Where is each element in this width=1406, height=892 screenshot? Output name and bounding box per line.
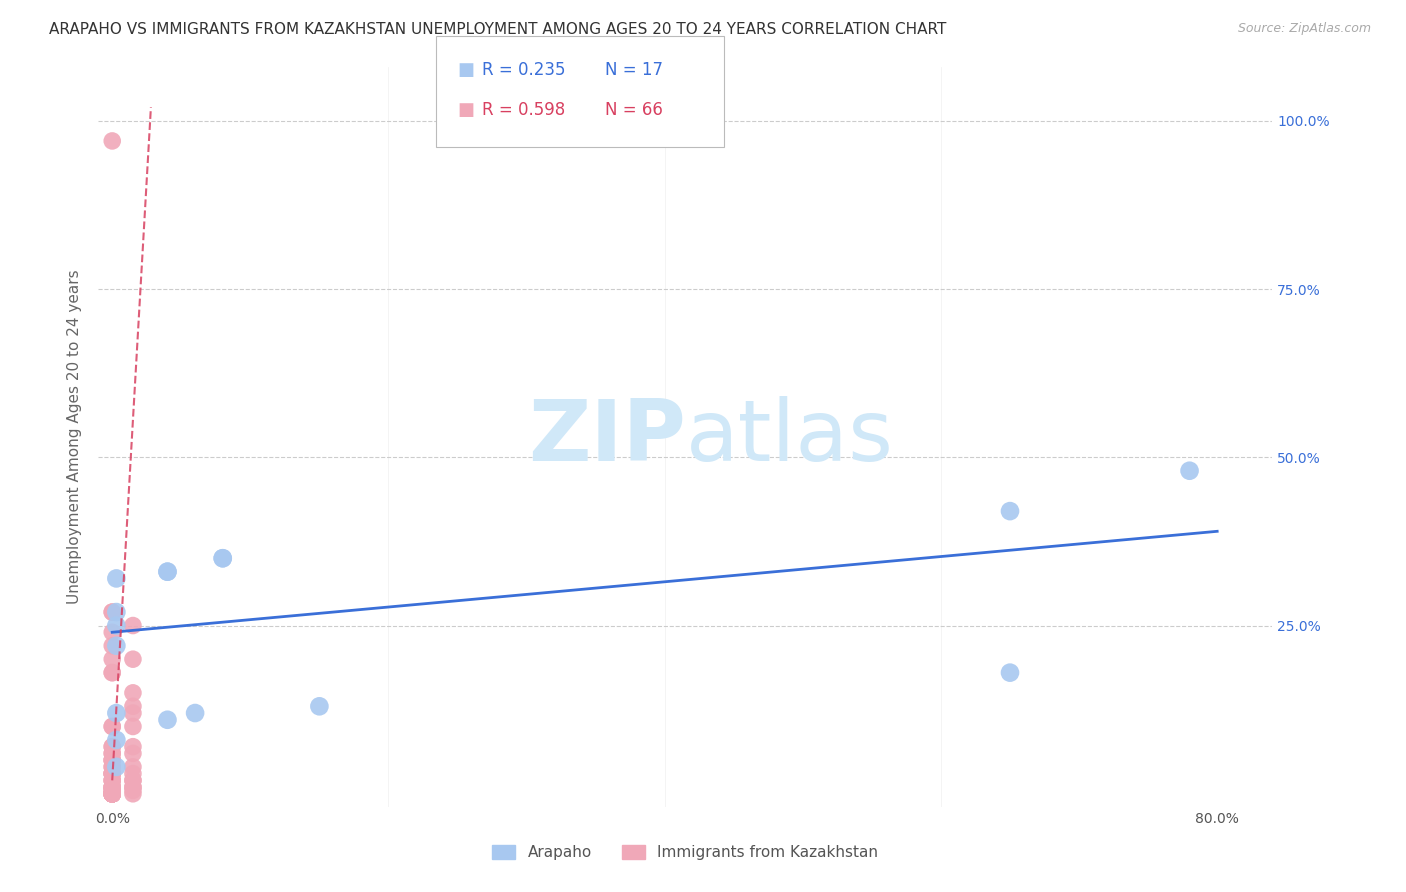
Point	[101, 787, 124, 801]
Point	[101, 787, 124, 801]
Point	[122, 706, 145, 720]
Point	[105, 605, 128, 619]
Point	[101, 747, 124, 761]
Point	[101, 780, 124, 794]
Point	[101, 780, 124, 794]
Text: ZIP: ZIP	[527, 395, 686, 479]
Point	[156, 565, 179, 579]
Point	[122, 780, 145, 794]
Point	[122, 686, 145, 700]
Point	[101, 766, 124, 780]
Point	[101, 652, 124, 666]
Point	[998, 665, 1021, 680]
Point	[101, 625, 124, 640]
Point	[101, 605, 124, 619]
Point	[101, 787, 124, 801]
Point	[122, 699, 145, 714]
Point	[101, 773, 124, 788]
Point	[101, 739, 124, 754]
Point	[101, 605, 124, 619]
Point	[101, 747, 124, 761]
Point	[122, 760, 145, 774]
Point	[101, 787, 124, 801]
Point	[101, 719, 124, 733]
Point	[998, 504, 1021, 518]
Point	[101, 787, 124, 801]
Text: ARAPAHO VS IMMIGRANTS FROM KAZAKHSTAN UNEMPLOYMENT AMONG AGES 20 TO 24 YEARS COR: ARAPAHO VS IMMIGRANTS FROM KAZAKHSTAN UN…	[49, 22, 946, 37]
Text: ■: ■	[457, 61, 474, 78]
Point	[101, 753, 124, 767]
Point	[101, 773, 124, 788]
Point	[1178, 464, 1201, 478]
Point	[101, 780, 124, 794]
Point	[308, 699, 330, 714]
Point	[122, 780, 145, 794]
Point	[101, 787, 124, 801]
Point	[101, 787, 124, 801]
Point	[101, 783, 124, 797]
Point	[101, 787, 124, 801]
Point	[105, 618, 128, 632]
Point	[122, 652, 145, 666]
Point	[105, 639, 128, 653]
Legend: Arapaho, Immigrants from Kazakhstan: Arapaho, Immigrants from Kazakhstan	[486, 839, 884, 866]
Point	[101, 787, 124, 801]
Point	[101, 639, 124, 653]
Point	[184, 706, 207, 720]
Point	[101, 773, 124, 788]
Y-axis label: Unemployment Among Ages 20 to 24 years: Unemployment Among Ages 20 to 24 years	[67, 269, 83, 605]
Point	[122, 783, 145, 797]
Point	[122, 766, 145, 780]
Point	[122, 773, 145, 788]
Point	[101, 753, 124, 767]
Point	[101, 787, 124, 801]
Point	[101, 787, 124, 801]
Point	[101, 760, 124, 774]
Text: N = 17: N = 17	[605, 61, 662, 78]
Point	[101, 719, 124, 733]
Point	[101, 787, 124, 801]
Point	[101, 766, 124, 780]
Point	[122, 719, 145, 733]
Point	[156, 713, 179, 727]
Point	[101, 787, 124, 801]
Point	[105, 733, 128, 747]
Point	[105, 706, 128, 720]
Point	[101, 783, 124, 797]
Text: R = 0.598: R = 0.598	[482, 101, 565, 119]
Point	[101, 787, 124, 801]
Point	[101, 665, 124, 680]
Point	[122, 773, 145, 788]
Point	[101, 134, 124, 148]
Point	[101, 766, 124, 780]
Point	[211, 551, 233, 566]
Point	[101, 760, 124, 774]
Text: R = 0.235: R = 0.235	[482, 61, 565, 78]
Point	[122, 747, 145, 761]
Point	[101, 787, 124, 801]
Point	[105, 571, 128, 585]
Point	[101, 739, 124, 754]
Point	[101, 753, 124, 767]
Point	[105, 760, 128, 774]
Point	[101, 766, 124, 780]
Point	[101, 780, 124, 794]
Point	[156, 565, 179, 579]
Text: N = 66: N = 66	[605, 101, 662, 119]
Point	[101, 787, 124, 801]
Text: atlas: atlas	[686, 395, 893, 479]
Point	[101, 665, 124, 680]
Point	[101, 787, 124, 801]
Text: ■: ■	[457, 101, 474, 119]
Point	[101, 783, 124, 797]
Point	[122, 739, 145, 754]
Point	[211, 551, 233, 566]
Text: Source: ZipAtlas.com: Source: ZipAtlas.com	[1237, 22, 1371, 36]
Point	[122, 787, 145, 801]
Point	[122, 618, 145, 632]
